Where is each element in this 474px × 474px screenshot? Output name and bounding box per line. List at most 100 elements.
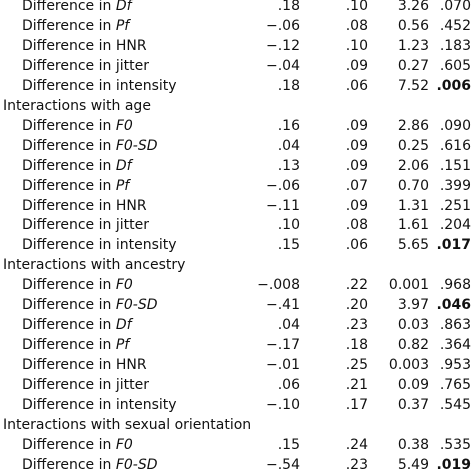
value-cell: 0.09 — [397, 377, 429, 394]
variable-name: Df — [115, 157, 132, 174]
value-cell: −.12 — [266, 37, 300, 54]
value-cell: .21 — [345, 377, 368, 394]
label-text: Difference in — [22, 0, 116, 14]
value-cell: −.008 — [257, 277, 300, 294]
value-cell: .18 — [277, 0, 300, 14]
data-row: Difference in Df .18 .10 3.26 .070 — [0, 0, 474, 16]
value-cell: .09 — [345, 117, 368, 134]
value-cell: .017 — [436, 237, 471, 254]
value-cell: .09 — [345, 137, 368, 154]
value-cell: 1.61 — [397, 217, 429, 234]
value-cell: 0.001 — [388, 277, 429, 294]
data-row: Difference in intensity .15 .06 5.65 .017 — [0, 235, 474, 255]
value-cell: .06 — [345, 237, 368, 254]
label-text: Difference in — [22, 277, 116, 294]
value-cell: 2.06 — [397, 157, 429, 174]
data-row: Difference in jitter .10 .08 1.61 .204 — [0, 215, 474, 235]
variable-name: F0-SD — [115, 456, 158, 473]
value-cell: .251 — [439, 197, 471, 214]
value-cell: 0.37 — [397, 397, 429, 413]
data-row: Difference in Df .13 .09 2.06 .151 — [0, 156, 474, 176]
label-text: Difference in HNR — [22, 357, 147, 374]
value-cell: .183 — [439, 37, 471, 54]
value-cell: .605 — [439, 57, 471, 74]
label-text: Difference in — [22, 117, 116, 134]
data-row: Difference in HNR −.11 .09 1.31 .251 — [0, 196, 474, 216]
value-cell: .04 — [277, 137, 300, 154]
value-cell: −.06 — [266, 17, 300, 34]
value-cell: −.17 — [266, 337, 300, 354]
section-row: Interactions with ancestry — [0, 255, 474, 275]
value-cell: .23 — [345, 317, 368, 334]
value-cell: .204 — [439, 217, 471, 234]
value-cell: 5.65 — [397, 237, 429, 254]
label-text: Difference in jitter — [22, 57, 149, 74]
section-label: Interactions with age — [3, 97, 151, 114]
value-cell: .10 — [277, 217, 300, 234]
value-cell: .09 — [345, 157, 368, 174]
data-row: Difference in intensity −.10 .17 0.37 .545 — [0, 395, 474, 415]
data-row: Difference in intensity .18 .06 7.52 .006 — [0, 76, 474, 96]
value-cell: .863 — [439, 317, 471, 334]
data-row: Difference in F0 .15 .24 0.38 .535 — [0, 435, 474, 455]
row-label: Difference in intensity — [22, 76, 177, 96]
label-text: Difference in HNR — [22, 197, 147, 214]
data-row: Difference in F0-SD −.41 .20 3.97 .046 — [0, 295, 474, 315]
row-label: Difference in HNR — [22, 36, 147, 56]
value-cell: .15 — [277, 237, 300, 254]
row-label: Difference in F0-SD — [22, 455, 158, 474]
value-cell: .019 — [436, 456, 471, 473]
section-label: Interactions with ancestry — [3, 257, 186, 274]
data-row: Difference in F0-SD .04 .09 0.25 .616 — [0, 136, 474, 156]
section-row: Interactions with age — [0, 96, 474, 116]
data-row: Difference in jitter .06 .21 0.09 .765 — [0, 375, 474, 395]
row-label: Difference in intensity — [22, 235, 177, 255]
variable-name: Pf — [115, 337, 130, 354]
value-cell: .545 — [439, 397, 471, 413]
row-label: Difference in HNR — [22, 196, 147, 216]
value-cell: .765 — [439, 377, 471, 394]
value-cell: 0.56 — [397, 17, 429, 34]
row-label: Difference in F0-SD — [22, 295, 158, 315]
value-cell: .399 — [439, 177, 471, 194]
value-cell: .10 — [345, 37, 368, 54]
value-cell: −.06 — [266, 177, 300, 194]
value-cell: .08 — [345, 17, 368, 34]
section-label: Interactions with sexual orientation — [3, 416, 252, 433]
value-cell: .09 — [345, 57, 368, 74]
value-cell: .25 — [345, 357, 368, 374]
label-text: Difference in — [22, 317, 116, 334]
variable-name: Df — [115, 0, 132, 14]
value-cell: 0.70 — [397, 177, 429, 194]
value-cell: 7.52 — [397, 77, 429, 94]
label-text: Difference in — [22, 297, 116, 314]
value-cell: .20 — [345, 297, 368, 314]
label-text: Difference in — [22, 436, 116, 453]
value-cell: .953 — [439, 357, 471, 374]
label-text: Difference in — [22, 137, 116, 154]
row-label: Difference in F0-SD — [22, 136, 158, 156]
value-cell: .18 — [277, 77, 300, 94]
value-cell: .15 — [277, 436, 300, 453]
label-text: Difference in jitter — [22, 217, 149, 234]
row-label: Difference in jitter — [22, 215, 149, 235]
label-text: Difference in — [22, 17, 116, 34]
row-label: Difference in Df — [22, 156, 132, 176]
data-row: Difference in F0 .16 .09 2.86 .090 — [0, 116, 474, 136]
variable-name: Pf — [115, 17, 130, 34]
data-row: Difference in Pf −.06 .08 0.56 .452 — [0, 16, 474, 36]
value-cell: 1.31 — [397, 197, 429, 214]
variable-name: F0-SD — [115, 297, 158, 314]
value-cell: .07 — [345, 177, 368, 194]
value-cell: −.54 — [266, 456, 300, 473]
row-label: Difference in intensity — [22, 395, 177, 415]
data-row: Difference in F0-SD −.54 .23 5.49 .019 — [0, 455, 474, 474]
value-cell: 3.97 — [397, 297, 429, 314]
value-cell: .09 — [345, 197, 368, 214]
data-row: Difference in jitter −.04 .09 0.27 .605 — [0, 56, 474, 76]
value-cell: .090 — [439, 117, 471, 134]
label-text: Difference in — [22, 456, 116, 473]
value-cell: .16 — [277, 117, 300, 134]
variable-name: F0-SD — [115, 137, 158, 154]
